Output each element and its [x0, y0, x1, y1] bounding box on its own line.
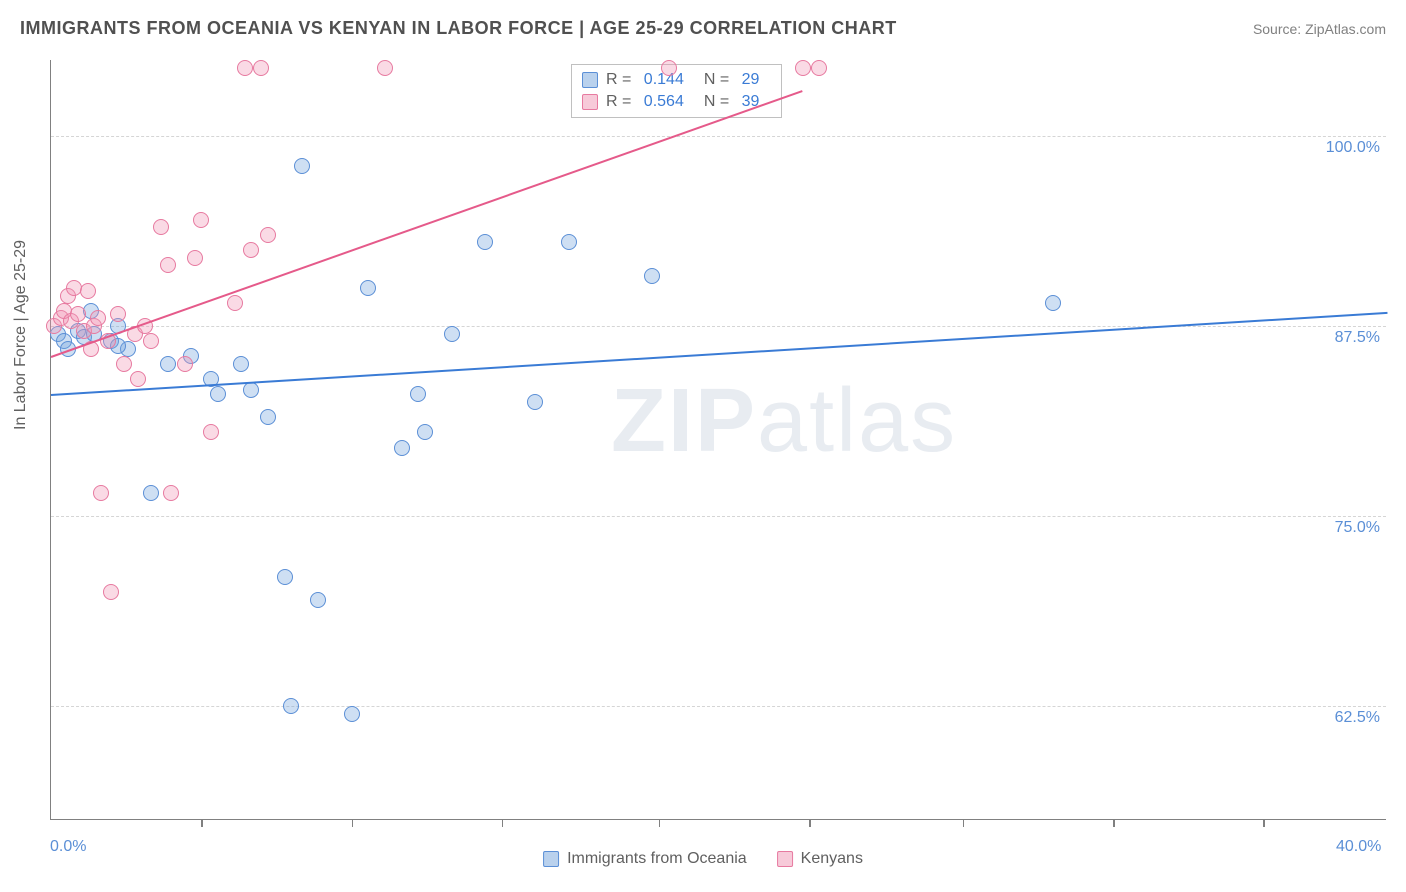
- data-point: [103, 584, 119, 600]
- x-tick-label: 40.0%: [1336, 838, 1381, 856]
- data-point: [410, 386, 426, 402]
- x-tick: [201, 819, 203, 827]
- data-point: [277, 569, 293, 585]
- swatch-pink: [582, 94, 598, 110]
- watermark: ZIPatlas: [611, 370, 957, 473]
- x-tick: [352, 819, 354, 827]
- data-point: [90, 310, 106, 326]
- swatch-pink: [777, 851, 793, 867]
- data-point: [163, 485, 179, 501]
- data-point: [444, 326, 460, 342]
- data-point: [661, 60, 677, 76]
- data-point: [187, 250, 203, 266]
- data-point: [417, 424, 433, 440]
- source-label: Source: ZipAtlas.com: [1253, 21, 1386, 37]
- data-point: [243, 242, 259, 258]
- chart-title: IMMIGRANTS FROM OCEANIA VS KENYAN IN LAB…: [20, 18, 897, 39]
- y-tick-label: 75.0%: [1335, 519, 1380, 537]
- data-point: [93, 485, 109, 501]
- data-point: [795, 60, 811, 76]
- data-point: [116, 356, 132, 372]
- swatch-blue: [582, 72, 598, 88]
- data-point: [210, 386, 226, 402]
- data-point: [203, 424, 219, 440]
- swatch-blue: [543, 851, 559, 867]
- data-point: [811, 60, 827, 76]
- data-point: [177, 356, 193, 372]
- legend-bottom: Immigrants from Oceania Kenyans: [543, 850, 863, 868]
- data-point: [477, 234, 493, 250]
- data-point: [243, 382, 259, 398]
- data-point: [237, 60, 253, 76]
- data-point: [143, 333, 159, 349]
- x-tick: [659, 819, 661, 827]
- data-point: [1045, 295, 1061, 311]
- data-point: [561, 234, 577, 250]
- data-point: [80, 283, 96, 299]
- data-point: [253, 60, 269, 76]
- data-point: [233, 356, 249, 372]
- data-point: [143, 485, 159, 501]
- x-tick: [1263, 819, 1265, 827]
- data-point: [130, 371, 146, 387]
- data-point: [260, 227, 276, 243]
- x-tick: [963, 819, 965, 827]
- x-tick: [809, 819, 811, 827]
- y-tick-label: 62.5%: [1335, 709, 1380, 727]
- data-point: [644, 268, 660, 284]
- x-tick: [502, 819, 504, 827]
- gridline: [51, 136, 1386, 137]
- data-point: [260, 409, 276, 425]
- x-tick: [1113, 819, 1115, 827]
- data-point: [227, 295, 243, 311]
- data-point: [344, 706, 360, 722]
- data-point: [193, 212, 209, 228]
- data-point: [70, 306, 86, 322]
- data-point: [283, 698, 299, 714]
- y-tick-label: 87.5%: [1335, 329, 1380, 347]
- y-axis-label: In Labor Force | Age 25-29: [12, 240, 30, 430]
- data-point: [394, 440, 410, 456]
- gridline: [51, 516, 1386, 517]
- data-point: [360, 280, 376, 296]
- legend-label: Kenyans: [801, 850, 863, 868]
- data-point: [377, 60, 393, 76]
- x-tick-label: 0.0%: [50, 838, 86, 856]
- plot-area: ZIPatlas R = 0.144 N = 29 R = 0.564 N = …: [50, 60, 1386, 820]
- data-point: [153, 219, 169, 235]
- data-point: [160, 257, 176, 273]
- y-tick-label: 100.0%: [1326, 139, 1380, 157]
- data-point: [310, 592, 326, 608]
- data-point: [294, 158, 310, 174]
- gridline: [51, 706, 1386, 707]
- data-point: [160, 356, 176, 372]
- legend-item: Immigrants from Oceania: [543, 850, 747, 868]
- data-point: [110, 306, 126, 322]
- data-point: [527, 394, 543, 410]
- stats-row-blue: R = 0.144 N = 29: [582, 69, 771, 91]
- legend-label: Immigrants from Oceania: [567, 850, 747, 868]
- legend-item: Kenyans: [777, 850, 863, 868]
